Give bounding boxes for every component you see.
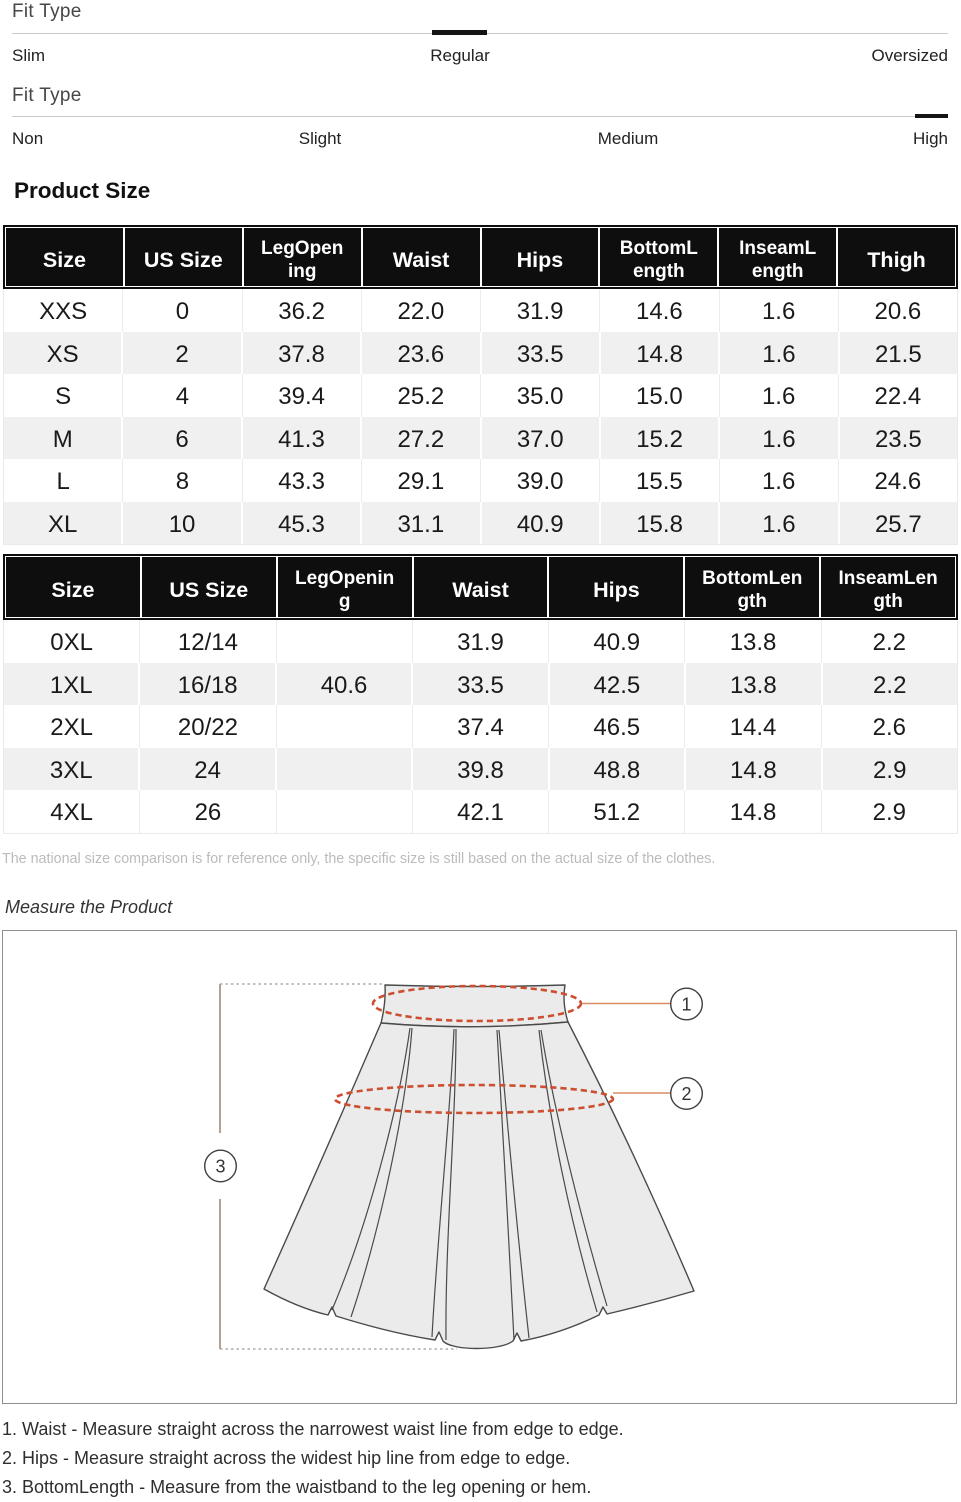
svg-text:1: 1 — [681, 995, 691, 1015]
svg-text:3: 3 — [215, 1157, 225, 1177]
svg-text:2: 2 — [681, 1084, 691, 1104]
